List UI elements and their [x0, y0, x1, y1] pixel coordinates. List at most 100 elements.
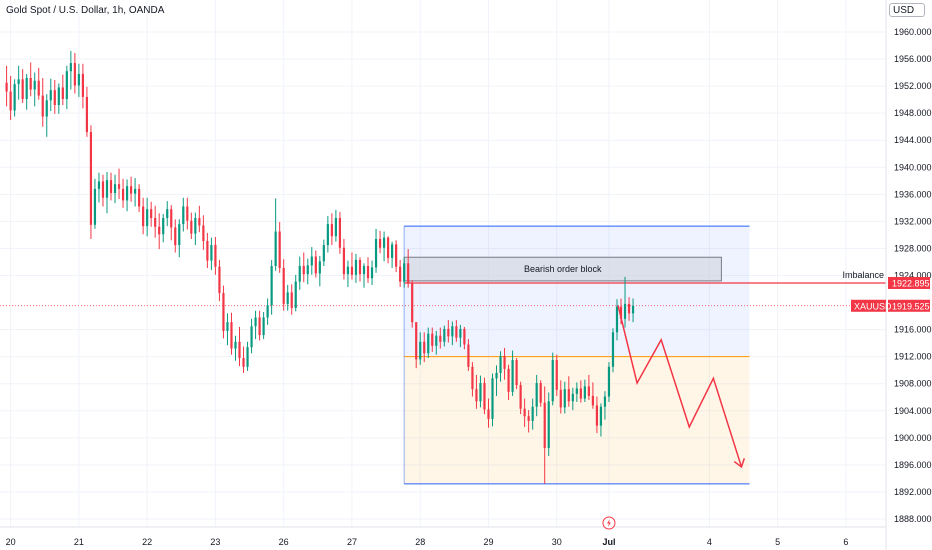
candle-body[interactable] [290, 292, 293, 308]
candle-body[interactable] [334, 218, 337, 237]
candle-body[interactable] [306, 265, 309, 275]
candle-body[interactable] [61, 87, 64, 99]
candle-body[interactable] [487, 409, 490, 419]
candle-body[interactable] [286, 292, 289, 304]
candle-body[interactable] [627, 303, 631, 314]
candle-body[interactable] [262, 317, 265, 336]
candle-body[interactable] [507, 368, 510, 392]
candle-body[interactable] [382, 237, 386, 248]
candle-body[interactable] [9, 91, 12, 111]
candle-body[interactable] [246, 347, 249, 367]
candle-body[interactable] [595, 405, 599, 426]
candle-body[interactable] [29, 77, 32, 90]
candle-body[interactable] [190, 220, 193, 234]
candle-body[interactable] [81, 73, 84, 97]
candle-body[interactable] [503, 355, 506, 369]
candle-body[interactable] [178, 224, 181, 246]
projection-path[interactable] [617, 305, 743, 468]
candle-body[interactable] [250, 326, 253, 348]
candle-body[interactable] [431, 333, 434, 346]
candle-body[interactable] [495, 372, 498, 379]
candle-body[interactable] [101, 181, 105, 198]
candle-body[interactable] [435, 335, 438, 346]
candle-body[interactable] [322, 245, 325, 262]
candle-body[interactable] [326, 224, 329, 246]
candle-body[interactable] [611, 332, 615, 367]
candle-body[interactable] [491, 378, 494, 419]
candle-body[interactable] [575, 388, 578, 394]
candle-body[interactable] [194, 218, 197, 234]
candle-body[interactable] [459, 328, 462, 338]
candle-body[interactable] [342, 247, 346, 275]
candle-body[interactable] [455, 326, 458, 338]
candle-body[interactable] [77, 73, 80, 86]
candle-body[interactable] [234, 341, 237, 349]
candle-body[interactable] [218, 266, 221, 294]
candle-body[interactable] [125, 186, 129, 201]
candle-body[interactable] [97, 181, 101, 189]
candle-body[interactable] [170, 209, 173, 228]
candle-body[interactable] [479, 383, 482, 402]
candle-body[interactable] [551, 360, 554, 402]
candle-body[interactable] [214, 245, 217, 267]
candle-body[interactable] [358, 259, 362, 275]
candle-body[interactable] [146, 209, 149, 227]
candle-body[interactable] [302, 266, 305, 275]
candle-body[interactable] [423, 341, 426, 354]
candle-body[interactable] [89, 132, 93, 225]
candle-body[interactable] [571, 393, 574, 402]
candle-body[interactable] [105, 180, 109, 198]
candle-body[interactable] [174, 227, 177, 246]
candle-body[interactable] [475, 389, 478, 402]
candle-body[interactable] [535, 383, 538, 407]
candle-body[interactable] [294, 281, 297, 308]
candle-body[interactable] [567, 389, 570, 402]
candle-body[interactable] [591, 395, 594, 406]
candle-body[interactable] [366, 266, 370, 279]
candle-body[interactable] [278, 231, 281, 269]
candle-body[interactable] [374, 238, 378, 268]
candle-body[interactable] [166, 209, 169, 219]
candle-body[interactable] [623, 303, 627, 319]
candle-body[interactable] [483, 383, 486, 410]
candle-body[interactable] [547, 401, 550, 448]
candle-body[interactable] [467, 344, 470, 367]
candle-body[interactable] [563, 389, 566, 408]
candle-body[interactable] [527, 416, 530, 421]
candle-body[interactable] [226, 322, 229, 331]
candle-body[interactable] [45, 100, 48, 117]
candle-body[interactable] [407, 263, 410, 284]
candle-body[interactable] [69, 63, 72, 72]
candle-body[interactable] [142, 206, 145, 227]
candle-body[interactable] [314, 256, 317, 274]
candle-body[interactable] [354, 259, 358, 275]
candle-body[interactable] [25, 77, 28, 99]
candle-body[interactable] [599, 406, 603, 426]
candle-body[interactable] [154, 218, 157, 227]
candle-body[interactable] [53, 90, 56, 106]
candle-body[interactable] [17, 79, 20, 85]
candle-body[interactable] [298, 266, 301, 282]
candle-body[interactable] [41, 95, 44, 117]
candle-body[interactable] [370, 267, 374, 279]
candle-body[interactable] [138, 188, 141, 207]
candle-body[interactable] [266, 305, 269, 318]
candle-body[interactable] [49, 90, 52, 101]
candle-body[interactable] [134, 188, 137, 194]
candle-body[interactable] [258, 317, 261, 336]
candle-body[interactable] [21, 79, 24, 99]
zone-lower[interactable] [404, 356, 750, 484]
candle-body[interactable] [531, 406, 534, 421]
candle-body[interactable] [13, 84, 16, 111]
candle-body[interactable] [447, 328, 450, 337]
candle-body[interactable] [73, 63, 76, 86]
lightning-icon[interactable] [602, 516, 616, 530]
candle-body[interactable] [559, 389, 562, 408]
candle-body[interactable] [587, 386, 590, 396]
candle-body[interactable] [523, 408, 526, 417]
candle-body[interactable] [85, 96, 89, 133]
candle-body[interactable] [391, 244, 394, 258]
candle-body[interactable] [362, 266, 366, 275]
candle-body[interactable] [186, 206, 189, 221]
candle-body[interactable] [129, 186, 133, 194]
